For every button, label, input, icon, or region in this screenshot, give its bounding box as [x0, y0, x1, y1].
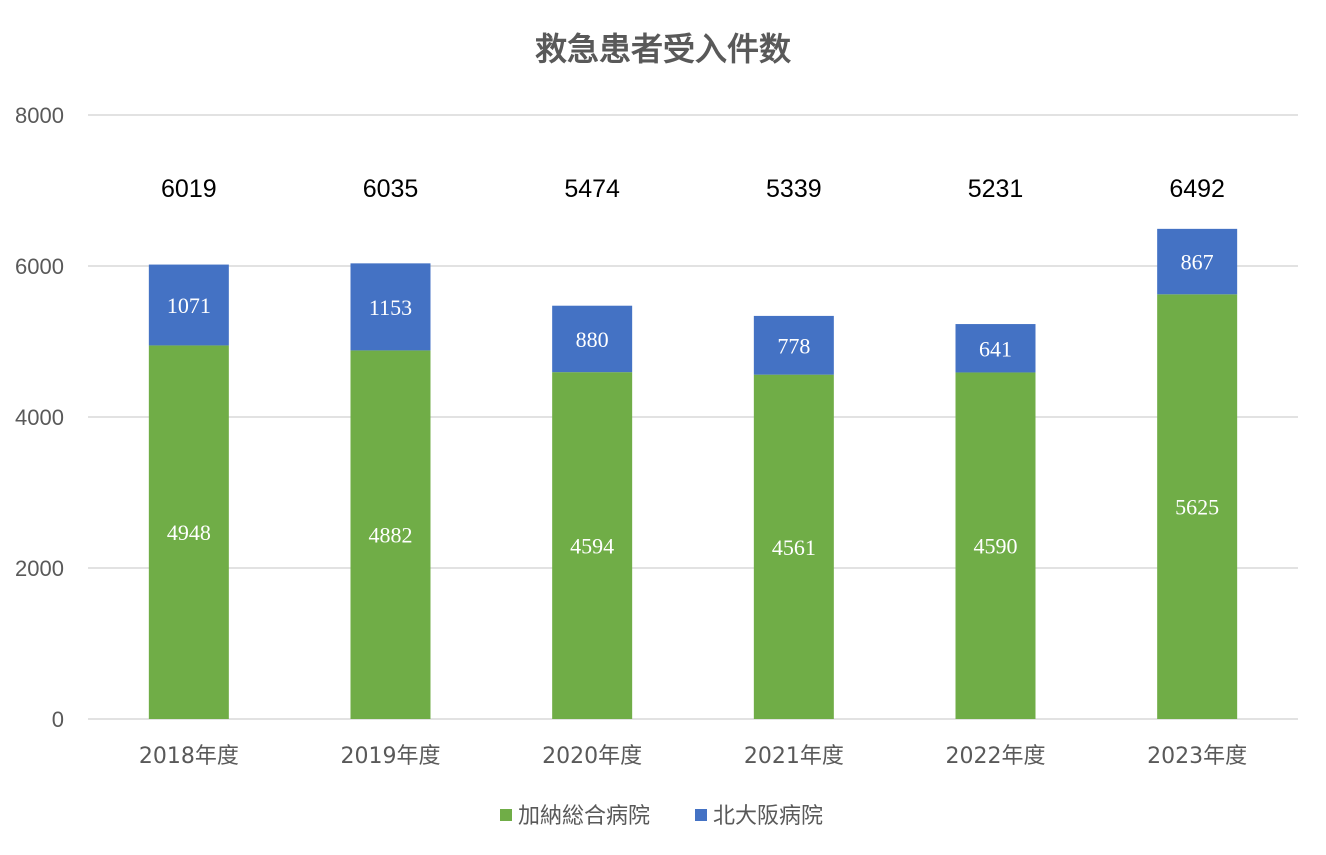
bar-value-label: 4882 — [369, 523, 413, 548]
legend-swatch — [695, 809, 707, 821]
bar-segment — [1157, 228, 1238, 295]
x-axis: 2018年度 2019年度 2020年度 2021年度 2022年度 2023年度 — [139, 744, 1247, 769]
total-label: 5474 — [564, 175, 620, 203]
bar-segment — [753, 315, 834, 375]
bar-value-label: 867 — [1181, 250, 1214, 275]
legend: 加納総合病院 北大阪病院 — [500, 804, 823, 829]
bar-value-label: 1071 — [167, 293, 211, 318]
bar-value-label: 641 — [979, 336, 1012, 361]
y-tick-label: 4000 — [15, 405, 64, 430]
bar-value-label: 778 — [777, 333, 810, 358]
x-tick-label: 2021年度 — [744, 744, 844, 769]
bar-value-label: 4594 — [570, 534, 614, 559]
y-tick-label: 8000 — [15, 103, 64, 128]
legend-label: 北大阪病院 — [713, 804, 823, 829]
bar-segment — [753, 374, 834, 719]
bar-segment — [350, 350, 431, 719]
bar-segment — [350, 263, 431, 351]
x-tick-label: 2018年度 — [139, 744, 239, 769]
legend-label: 加納総合病院 — [518, 804, 650, 829]
bar-segment — [552, 372, 633, 719]
gridlines — [88, 114, 1298, 720]
x-tick-label: 2023年度 — [1147, 744, 1247, 769]
bar-value-label: 4590 — [974, 534, 1018, 559]
y-tick-label: 2000 — [15, 556, 64, 581]
y-tick-label: 0 — [52, 707, 64, 732]
total-label: 5339 — [766, 175, 822, 203]
total-label: 6019 — [161, 175, 217, 203]
bar-segment — [955, 324, 1036, 373]
legend-swatch — [500, 809, 512, 821]
bar-segment — [148, 264, 229, 346]
y-tick-label: 6000 — [15, 254, 64, 279]
total-label: 6035 — [363, 175, 419, 203]
bar-value-label: 880 — [576, 327, 609, 352]
x-tick-label: 2020年度 — [542, 744, 642, 769]
bar-value-label: 5625 — [1175, 495, 1219, 520]
bar-segment — [955, 372, 1036, 719]
bar-segment — [148, 345, 229, 719]
x-tick-label: 2019年度 — [341, 744, 441, 769]
data-labels: 4948 1071 6019 4882 1153 6035 4594 880 5474 4561 7… — [161, 175, 1225, 560]
y-axis: 0 2000 4000 6000 8000 — [15, 103, 64, 732]
bar-value-label: 4948 — [167, 520, 211, 545]
bar-value-label: 1153 — [369, 295, 412, 320]
bar-segment — [552, 305, 633, 373]
chart-title: 救急患者受入件数 — [535, 30, 792, 68]
total-label: 6492 — [1169, 175, 1225, 203]
total-label: 5231 — [968, 175, 1024, 203]
bar-segment — [1157, 294, 1238, 719]
bars — [148, 228, 1238, 719]
x-tick-label: 2022年度 — [946, 744, 1046, 769]
bar-value-label: 4561 — [772, 535, 816, 560]
